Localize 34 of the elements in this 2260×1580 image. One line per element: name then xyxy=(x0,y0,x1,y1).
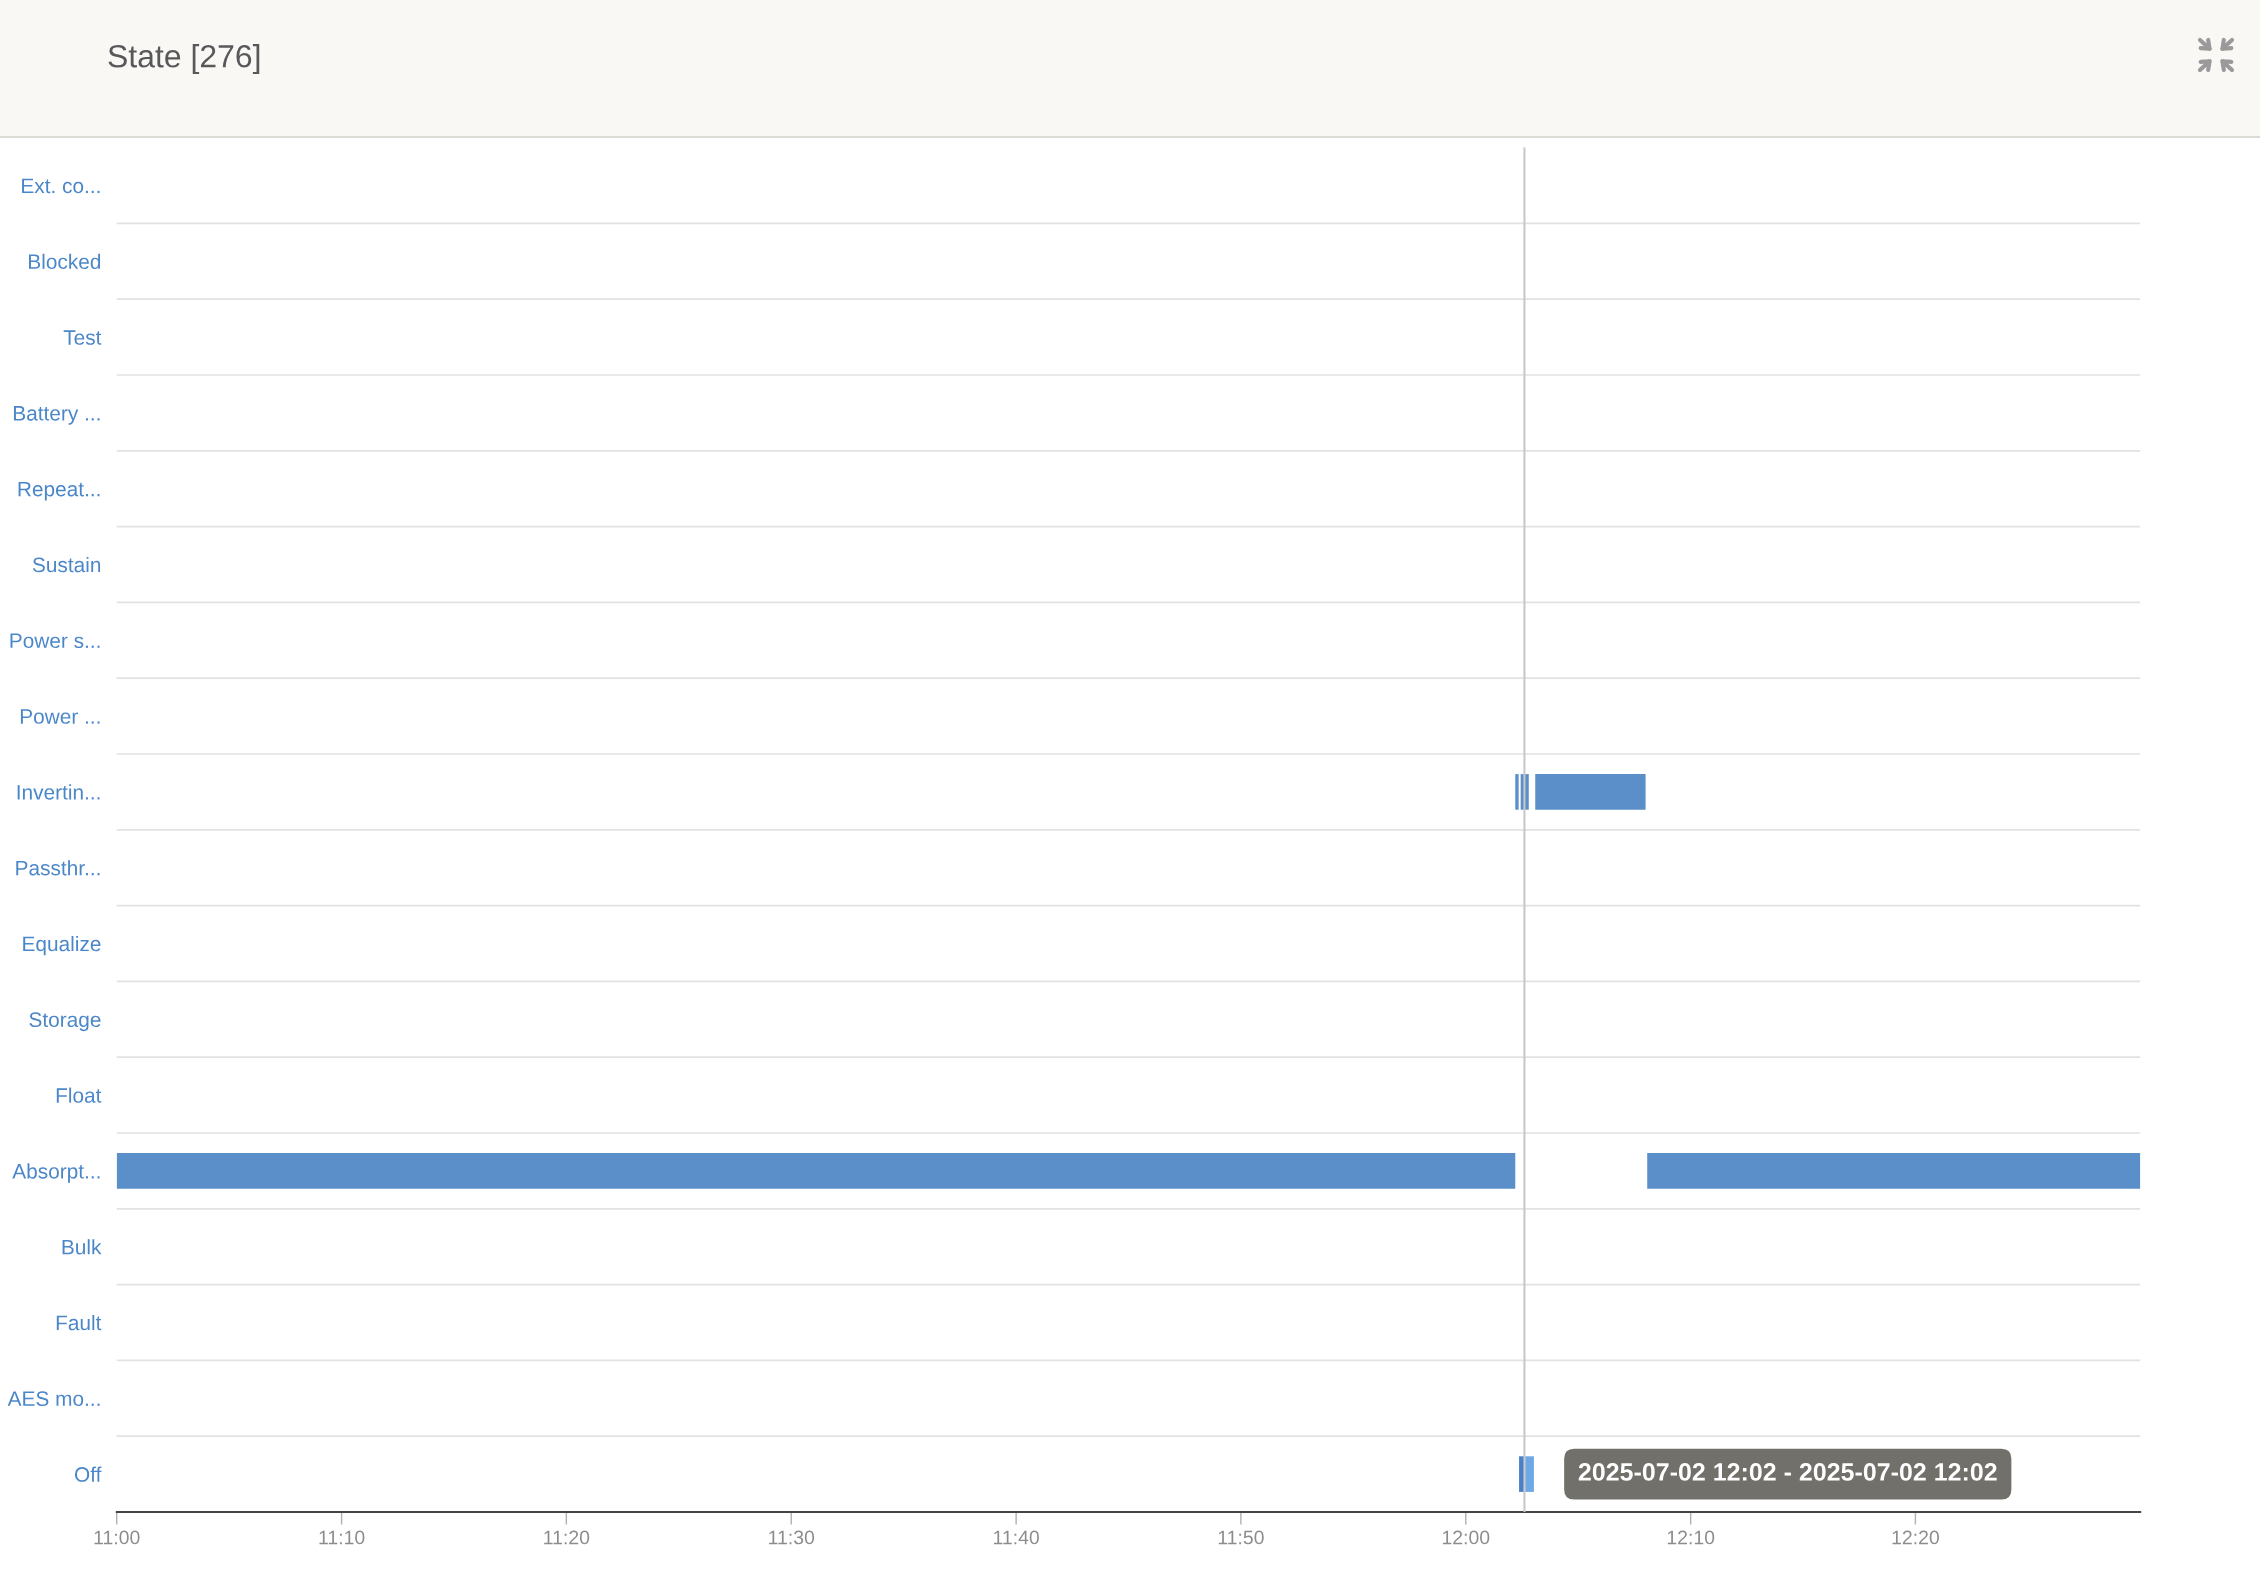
x-tick-label: 12:10 xyxy=(1667,1530,1715,1545)
x-tick-label: 12:00 xyxy=(1442,1530,1490,1545)
x-tick-label: 11:40 xyxy=(994,1530,1039,1545)
y-tick-label: Ext. co... xyxy=(22,178,100,194)
y-tick-label: Sustain xyxy=(32,556,101,573)
y-tick-label: Fault xyxy=(56,1314,102,1331)
x-tick-label: 12:20 xyxy=(1892,1530,1939,1545)
x-tick-label: 11:20 xyxy=(544,1530,590,1545)
y-tick-label: Bulk xyxy=(62,1239,102,1255)
bar xyxy=(1647,1153,2141,1189)
y-tick-label: Off xyxy=(74,1466,102,1482)
x-tick-label: 11:30 xyxy=(769,1530,815,1545)
x-tick-label: 11:50 xyxy=(1218,1530,1264,1545)
y-tick-label: Battery ... xyxy=(13,406,100,425)
chart-title: State [276] xyxy=(108,44,260,74)
y-tick-label: Power s... xyxy=(10,633,100,649)
bar xyxy=(1515,774,1519,810)
y-tick-label: Passthr... xyxy=(16,860,100,876)
bar xyxy=(1525,1456,1534,1492)
y-tick-label: Test xyxy=(63,330,102,345)
y-tick-label: AES mo... xyxy=(7,1391,100,1407)
bar xyxy=(1535,774,1646,810)
x-tick-label: 11:10 xyxy=(319,1530,365,1545)
y-tick-label: Storage xyxy=(29,1012,101,1032)
y-tick-label: Invertin... xyxy=(17,784,100,800)
y-tick-label: Power ... xyxy=(20,709,100,724)
x-tick-label: 11:00 xyxy=(94,1530,140,1545)
annotation: 2025-07-02 12:02 - 2025-07-02 12:02 xyxy=(1578,1463,1997,1481)
bar xyxy=(116,1153,1516,1189)
y-tick-label: Repeat... xyxy=(18,481,100,501)
y-tick-label: Float xyxy=(56,1087,102,1103)
y-tick-label: Equalize xyxy=(23,935,101,956)
y-tick-label: Absorpt... xyxy=(12,1163,100,1183)
y-tick-label: Blocked xyxy=(29,253,101,270)
